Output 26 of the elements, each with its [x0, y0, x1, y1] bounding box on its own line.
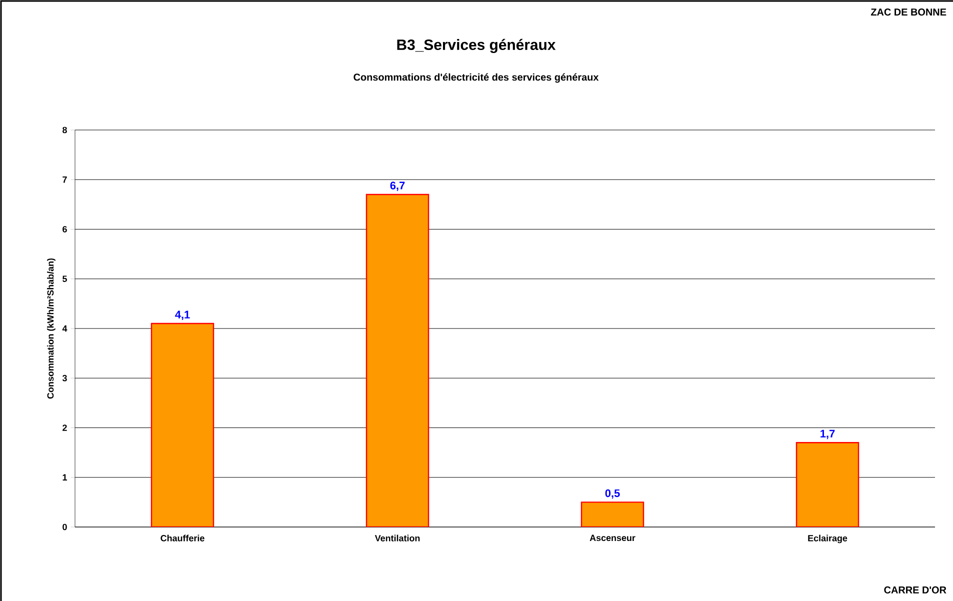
y-tick-label: 5: [62, 276, 67, 282]
x-tick-label: Eclairage: [808, 534, 848, 544]
data-label: 4,1: [175, 310, 190, 320]
text: ZAC DE BONNE: [870, 8, 946, 16]
data-label: 1,7: [820, 430, 835, 440]
data-label: 0,5: [605, 489, 620, 499]
y-tick-label: 2: [62, 424, 67, 431]
y-tick-label: 4: [62, 325, 68, 332]
bar: [580, 502, 644, 527]
x-tick-label: Ventilation: [374, 534, 420, 542]
chart-subtitle: Consommations d'électricité des services généraux: [354, 73, 599, 83]
x-tick-label: Chaufferie: [160, 534, 204, 542]
y-tick-label: 0: [62, 524, 67, 530]
y-tick-label: 3: [62, 374, 67, 382]
bar: [366, 194, 430, 527]
bar: [150, 322, 214, 527]
y-tick-label: 6: [62, 226, 67, 232]
y-axis-title: Consommation (kWh/m²Shab/an): [47, 258, 56, 399]
y-tick-label: 8: [62, 126, 67, 134]
text: CARRE D'OR: [884, 586, 946, 594]
y-tick-label: 7: [62, 176, 67, 183]
y-tick-label: 1: [62, 474, 67, 480]
x-tick-label: Ascenseur: [590, 534, 636, 542]
data-label: 6,7: [390, 182, 405, 191]
chart-title: B3_Services généraux: [397, 38, 556, 54]
bar: [796, 442, 860, 527]
